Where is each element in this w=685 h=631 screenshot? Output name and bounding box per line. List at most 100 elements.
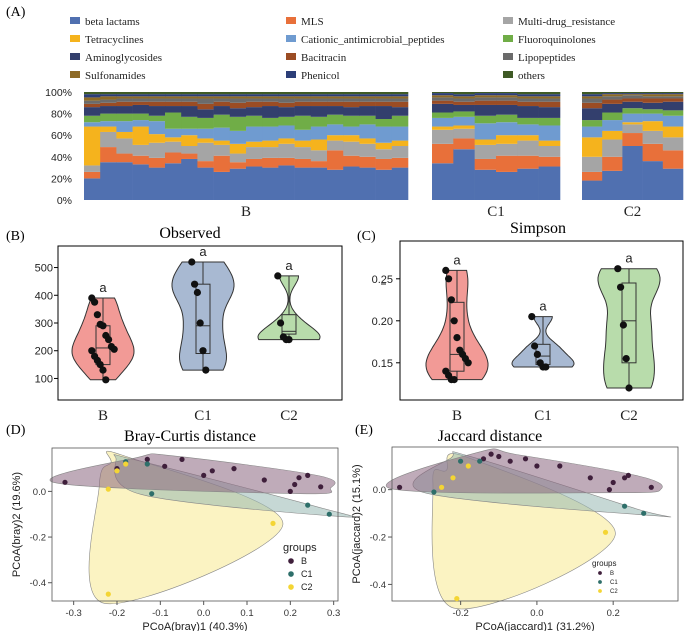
bar-segment-C2-1-3 — [602, 130, 623, 140]
bar-segment-C1-4-8 — [517, 98, 539, 102]
bar-segment-B-7-0 — [197, 167, 214, 200]
bar-segment-B-16-2 — [343, 141, 360, 156]
bar-segment-B-13-11 — [294, 92, 312, 95]
y-tick-label-a-0: 0% — [57, 195, 72, 207]
bar-segment-C1-3-0 — [496, 171, 518, 200]
bar-segment-C2-4-2 — [662, 137, 684, 151]
point-e-B-11 — [622, 475, 628, 481]
bar-segment-B-0-8 — [84, 100, 101, 104]
bar-segment-B-9-7 — [229, 102, 247, 109]
point-e-C2-3 — [602, 529, 609, 535]
bar-segment-B-18-1 — [375, 158, 393, 170]
point-d-B-9 — [287, 488, 293, 494]
chart-title-b: Observed — [159, 225, 220, 242]
plot-area-c: 0.15 0.20 0.25 a Ba C1 a C2 — [372, 251, 661, 424]
point-d-B-4 — [179, 456, 185, 462]
bar-segment-C2-4-6 — [662, 101, 684, 111]
bar-segment-B-17-4 — [359, 124, 376, 139]
point-c-C2-0 — [614, 265, 622, 273]
point-e-B-10 — [610, 479, 616, 486]
bar-segment-C2-4-0 — [662, 168, 684, 200]
bar-segment-B-5-10 — [165, 94, 182, 97]
bar-segment-C1-2-1 — [474, 158, 497, 170]
bar-segment-C2-2-10 — [622, 93, 643, 95]
bar-segment-C2-2-0 — [622, 146, 643, 200]
bar-segment-B-5-1 — [165, 152, 182, 164]
bar-segment-B-6-7 — [181, 101, 198, 107]
point-b-B-12 — [96, 361, 104, 369]
bar-segment-B-18-5 — [375, 119, 393, 127]
x-label-c-C2: C2 — [620, 408, 638, 424]
point-b-B-6 — [105, 336, 113, 344]
bar-segment-C1-1-1 — [453, 138, 475, 150]
bar-segment-B-9-10 — [229, 94, 247, 97]
bar-segment-C1-2-5 — [474, 115, 497, 124]
point-e-B-6 — [534, 463, 540, 469]
x-label-c-C1: C1 — [534, 408, 552, 424]
legend-label-6: Aminoglycosides — [85, 52, 162, 64]
bar-segment-B-17-9 — [359, 96, 376, 99]
bar-segment-B-0-3 — [84, 126, 101, 166]
point-d-B-0 — [62, 479, 68, 485]
bar-segment-C2-0-11 — [582, 92, 603, 95]
point-d-C1-2 — [149, 491, 155, 497]
bar-segment-C1-5-9 — [538, 96, 561, 99]
bar-segment-B-9-4 — [229, 130, 247, 144]
point-c-B-12 — [450, 376, 458, 384]
bar-segment-B-4-1 — [148, 157, 166, 168]
bar-segment-C1-2-9 — [474, 95, 497, 98]
bar-segment-B-15-8 — [327, 98, 344, 102]
point-c-B-0 — [442, 266, 450, 274]
point-b-C1-2 — [193, 288, 201, 297]
bar-segment-B-3-1 — [132, 155, 150, 165]
bar-segment-C2-4-10 — [662, 93, 684, 95]
bar-segment-B-10-3 — [246, 141, 263, 148]
box-c-B — [449, 301, 465, 372]
bar-segment-C1-5-4 — [538, 125, 561, 141]
bar-segment-B-12-1 — [278, 157, 295, 166]
bar-segment-C1-1-0 — [453, 149, 475, 200]
bar-segment-B-19-11 — [391, 92, 409, 95]
legend-swatch-9 — [70, 71, 80, 78]
bar-segment-C2-1-10 — [602, 93, 623, 95]
point-b-B-9 — [88, 347, 96, 355]
bar-segment-B-8-0 — [213, 171, 231, 200]
point-b-B-14 — [102, 376, 110, 384]
bar-segment-C1-4-10 — [517, 94, 539, 97]
y-tick-label-b-4: 500 — [35, 263, 53, 275]
bar-segment-B-11-0 — [262, 167, 279, 200]
legend-swatch-6 — [70, 53, 80, 60]
point-e-C2-0 — [439, 484, 445, 490]
x-tick-label-d-1: -0.2 — [109, 608, 125, 619]
bar-segment-B-10-1 — [246, 158, 263, 167]
legend-swatch-2 — [503, 17, 513, 24]
point-d-B-7 — [231, 466, 237, 472]
x-tick-label-d-4: 0.1 — [240, 608, 253, 619]
legend-label-4: Cationic_antimicrobial_peptides — [301, 34, 445, 46]
bar-segment-C2-0-0 — [582, 180, 603, 200]
legend-label-7: Bacitracin — [301, 52, 347, 64]
bar-segment-B-4-8 — [148, 98, 166, 102]
panel-e: (E) Jaccard distance -0.2 0.0 0.20.0-0.2-0… — [351, 423, 679, 631]
x-tick-label-d-3: 0.0 — [197, 608, 210, 619]
panel-a: (A) beta lactams MLS Multi-drug_resistance… — [6, 5, 684, 220]
bar-segment-B-13-2 — [294, 147, 312, 159]
y-tick-label-c-0: 0.15 — [372, 358, 393, 370]
bar-segment-B-12-2 — [278, 143, 295, 158]
legend-swatch-0 — [70, 17, 80, 24]
bar-segment-B-18-9 — [375, 96, 393, 99]
bar-segment-B-6-4 — [181, 128, 198, 136]
bar-segment-C1-3-11 — [496, 92, 518, 94]
y-tick-label-c-1: 0.20 — [372, 316, 393, 328]
bar-segment-B-15-11 — [327, 92, 344, 95]
bar-segment-B-0-6 — [84, 107, 101, 116]
legend-label-0: beta lactams — [85, 16, 140, 28]
bar-segment-B-7-10 — [197, 94, 214, 97]
bar-segment-B-18-11 — [375, 92, 393, 95]
bar-segment-C1-0-5 — [432, 112, 454, 118]
bar-segment-B-18-3 — [375, 142, 393, 150]
bar-segment-C2-1-1 — [602, 156, 623, 171]
bar-segment-B-17-8 — [359, 98, 376, 102]
point-e-B-7 — [557, 463, 563, 469]
point-e-B-0 — [397, 484, 403, 490]
